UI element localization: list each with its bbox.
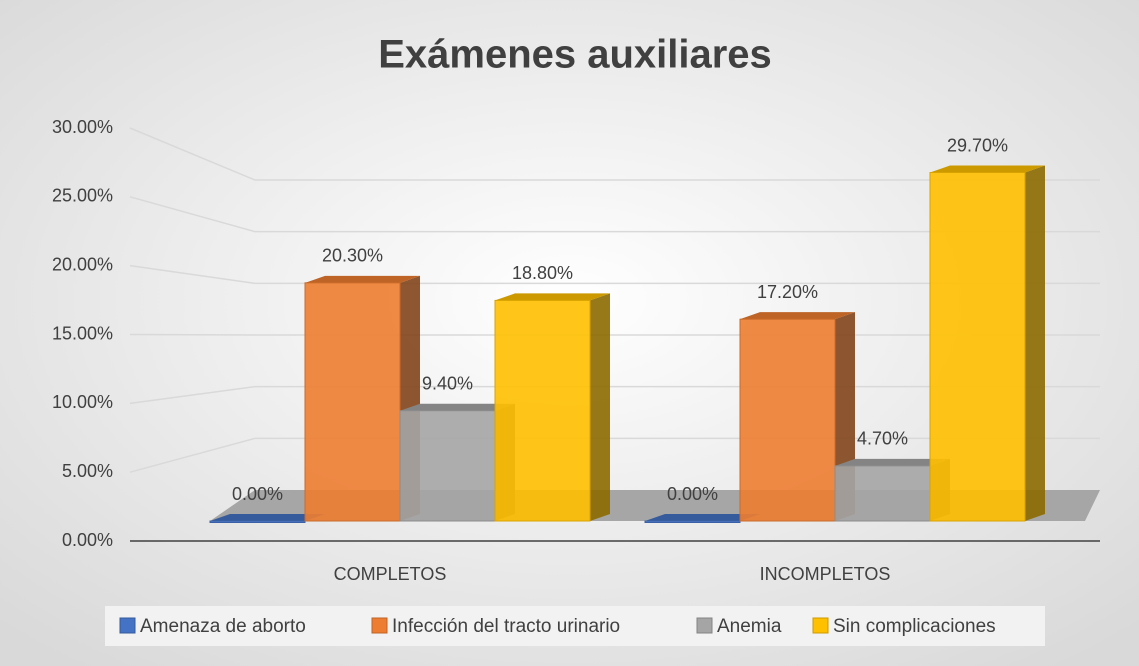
bar <box>929 172 1026 522</box>
bar-top <box>305 275 420 283</box>
legend-label: Sin complicaciones <box>833 616 996 637</box>
bar-top <box>740 312 855 320</box>
legend-swatch <box>119 617 136 634</box>
data-label: 0.00% <box>232 484 283 504</box>
data-label: 20.30% <box>322 246 383 266</box>
data-label: 17.20% <box>757 282 818 302</box>
legend-swatch <box>812 617 829 634</box>
bar <box>399 410 496 522</box>
bar-side <box>590 293 610 521</box>
legend-swatch <box>696 617 713 634</box>
bar-side <box>1025 165 1045 521</box>
legend-swatch <box>371 617 388 634</box>
y-tick-label: 20.00% <box>52 254 113 274</box>
legend <box>105 606 1045 646</box>
y-tick-label: 30.00% <box>52 117 113 137</box>
grid-line <box>129 196 1100 233</box>
bar <box>739 318 836 522</box>
grid-line <box>129 264 1100 285</box>
data-label: 18.80% <box>512 263 573 283</box>
bar <box>644 520 741 523</box>
bar-top <box>495 293 610 301</box>
y-tick-label: 15.00% <box>52 323 113 343</box>
y-tick-label: 10.00% <box>52 392 113 412</box>
data-label: 29.70% <box>947 135 1008 155</box>
bar <box>304 282 401 522</box>
bar-top <box>645 514 760 521</box>
data-label: 9.40% <box>422 373 473 393</box>
bar <box>834 465 931 522</box>
bar-top <box>930 165 1045 173</box>
bar-top <box>400 403 515 411</box>
grid-line <box>129 127 1100 181</box>
bar-top <box>835 458 950 466</box>
y-tick-label: 0.00% <box>62 530 113 550</box>
chart-title: Exámenes auxiliares <box>378 33 772 77</box>
data-label: 0.00% <box>667 484 718 504</box>
data-label: 4.70% <box>857 429 908 449</box>
bar <box>209 520 306 523</box>
x-tick-label: INCOMPLETOS <box>760 564 891 584</box>
y-tick-label: 5.00% <box>62 461 113 481</box>
bar-top <box>210 514 325 521</box>
x-tick-label: COMPLETOS <box>334 564 447 584</box>
legend-label: Anemia <box>717 616 782 637</box>
bar <box>494 299 591 522</box>
legend-label: Infección del tracto urinario <box>392 616 620 637</box>
y-tick-label: 25.00% <box>52 186 113 206</box>
legend-label: Amenaza de aborto <box>140 616 306 637</box>
